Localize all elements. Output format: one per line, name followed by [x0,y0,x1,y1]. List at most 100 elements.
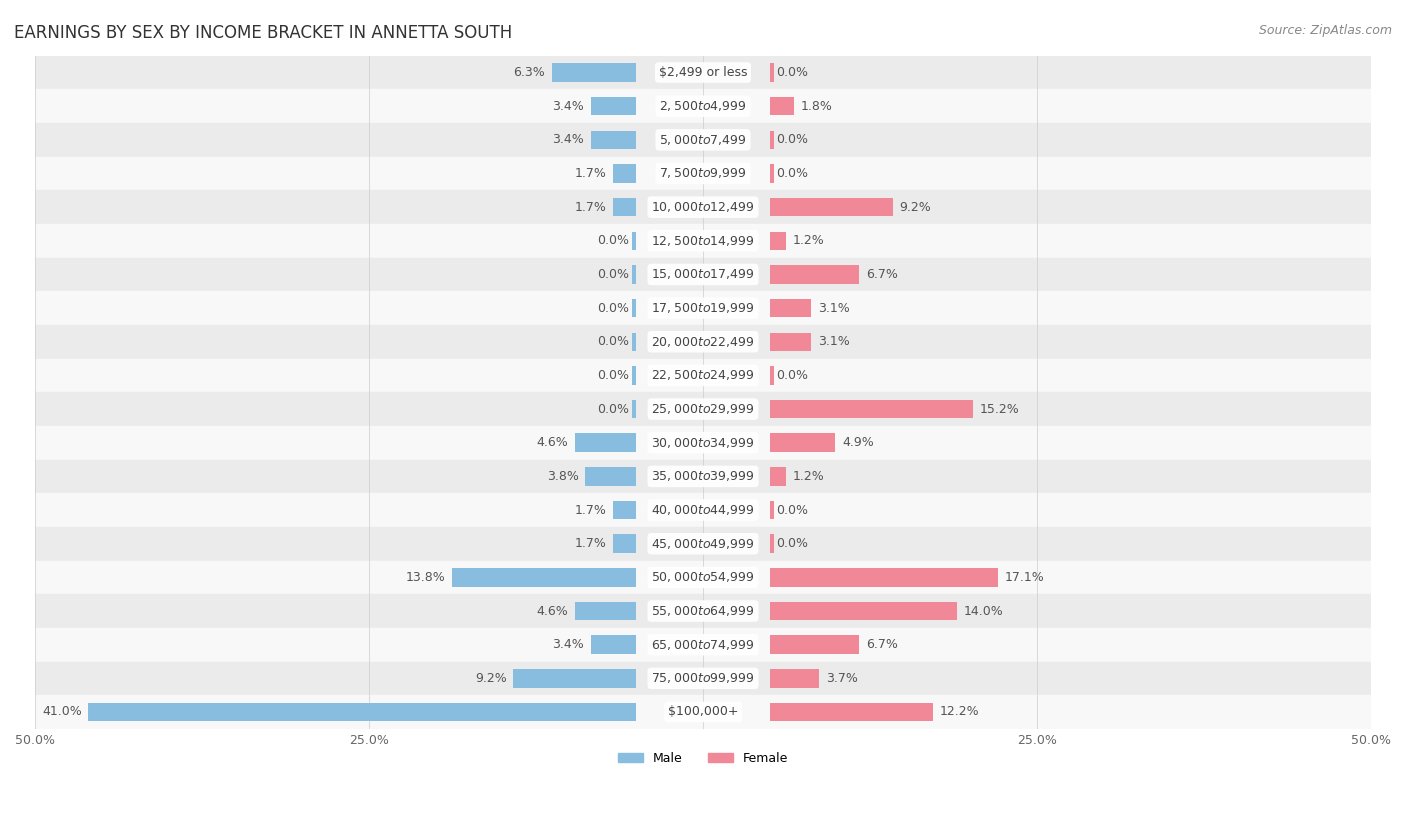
Bar [575,602,636,620]
Text: 3.7%: 3.7% [825,672,858,685]
Text: $55,000 to $64,999: $55,000 to $64,999 [651,604,755,618]
Bar [513,669,636,688]
Text: $20,000 to $22,499: $20,000 to $22,499 [651,335,755,348]
Bar [770,231,786,250]
Bar [770,535,773,553]
Bar [89,702,636,721]
Bar [613,535,636,553]
Bar [35,291,1371,325]
Text: 9.2%: 9.2% [475,672,506,685]
Text: 0.0%: 0.0% [598,335,630,348]
Text: 41.0%: 41.0% [42,706,82,719]
Text: 4.9%: 4.9% [842,436,873,449]
Bar [35,662,1371,695]
Text: $7,500 to $9,999: $7,500 to $9,999 [659,167,747,181]
Bar [35,628,1371,662]
Bar [770,636,859,654]
Bar [770,501,773,519]
Bar [770,366,773,385]
Text: 6.3%: 6.3% [513,66,546,79]
Text: $45,000 to $49,999: $45,000 to $49,999 [651,536,755,551]
Text: 0.0%: 0.0% [776,369,808,382]
Text: $2,499 or less: $2,499 or less [659,66,747,79]
Text: 3.1%: 3.1% [818,335,849,348]
Bar [35,460,1371,493]
Text: $15,000 to $17,499: $15,000 to $17,499 [651,268,755,282]
Bar [770,63,773,81]
Bar [35,392,1371,426]
Text: 0.0%: 0.0% [598,234,630,247]
Bar [770,669,820,688]
Text: $2,500 to $4,999: $2,500 to $4,999 [659,99,747,113]
Text: $5,000 to $7,499: $5,000 to $7,499 [659,133,747,147]
Bar [770,400,973,418]
Text: 6.7%: 6.7% [866,638,898,651]
Text: 0.0%: 0.0% [598,403,630,416]
Bar [585,467,636,486]
Bar [591,636,636,654]
Text: 0.0%: 0.0% [598,302,630,315]
Text: $12,500 to $14,999: $12,500 to $14,999 [651,234,755,247]
Text: $40,000 to $44,999: $40,000 to $44,999 [651,503,755,517]
Bar [35,527,1371,561]
Text: $75,000 to $99,999: $75,000 to $99,999 [651,672,755,685]
Bar [633,231,636,250]
Bar [35,594,1371,628]
Bar [770,299,811,317]
Text: $10,000 to $12,499: $10,000 to $12,499 [651,200,755,214]
Text: Source: ZipAtlas.com: Source: ZipAtlas.com [1258,24,1392,37]
Text: $65,000 to $74,999: $65,000 to $74,999 [651,637,755,652]
Text: 3.8%: 3.8% [547,470,579,483]
Bar [35,190,1371,224]
Bar [770,130,773,149]
Text: 3.4%: 3.4% [553,99,583,112]
Text: 0.0%: 0.0% [776,133,808,147]
Text: 0.0%: 0.0% [776,66,808,79]
Bar [770,265,859,284]
Text: 15.2%: 15.2% [980,403,1019,416]
Text: 0.0%: 0.0% [598,268,630,281]
Bar [451,568,636,587]
Text: $25,000 to $29,999: $25,000 to $29,999 [651,402,755,416]
Bar [35,156,1371,190]
Text: 1.2%: 1.2% [793,234,824,247]
Text: 3.4%: 3.4% [553,638,583,651]
Text: $22,500 to $24,999: $22,500 to $24,999 [651,369,755,383]
Bar [575,434,636,452]
Text: 6.7%: 6.7% [866,268,898,281]
Text: EARNINGS BY SEX BY INCOME BRACKET IN ANNETTA SOUTH: EARNINGS BY SEX BY INCOME BRACKET IN ANN… [14,24,512,42]
Bar [613,198,636,217]
Bar [770,97,794,116]
Bar [613,164,636,183]
Bar [770,434,835,452]
Text: $35,000 to $39,999: $35,000 to $39,999 [651,470,755,484]
Bar [770,602,957,620]
Text: 17.1%: 17.1% [1005,571,1045,584]
Text: 1.7%: 1.7% [575,537,607,550]
Text: 0.0%: 0.0% [598,369,630,382]
Bar [633,400,636,418]
Bar [770,164,773,183]
Bar [35,695,1371,729]
Bar [633,265,636,284]
Text: $100,000+: $100,000+ [668,706,738,719]
Text: 3.1%: 3.1% [818,302,849,315]
Legend: Male, Female: Male, Female [613,746,793,770]
Text: 1.7%: 1.7% [575,200,607,213]
Bar [35,258,1371,291]
Text: 1.7%: 1.7% [575,167,607,180]
Text: 3.4%: 3.4% [553,133,583,147]
Text: 0.0%: 0.0% [776,537,808,550]
Bar [35,123,1371,156]
Text: 0.0%: 0.0% [776,504,808,517]
Bar [613,501,636,519]
Bar [553,63,636,81]
Bar [633,332,636,351]
Bar [35,359,1371,392]
Bar [591,97,636,116]
Bar [633,366,636,385]
Text: 4.6%: 4.6% [536,605,568,618]
Text: 0.0%: 0.0% [776,167,808,180]
Text: 9.2%: 9.2% [900,200,931,213]
Text: 13.8%: 13.8% [405,571,446,584]
